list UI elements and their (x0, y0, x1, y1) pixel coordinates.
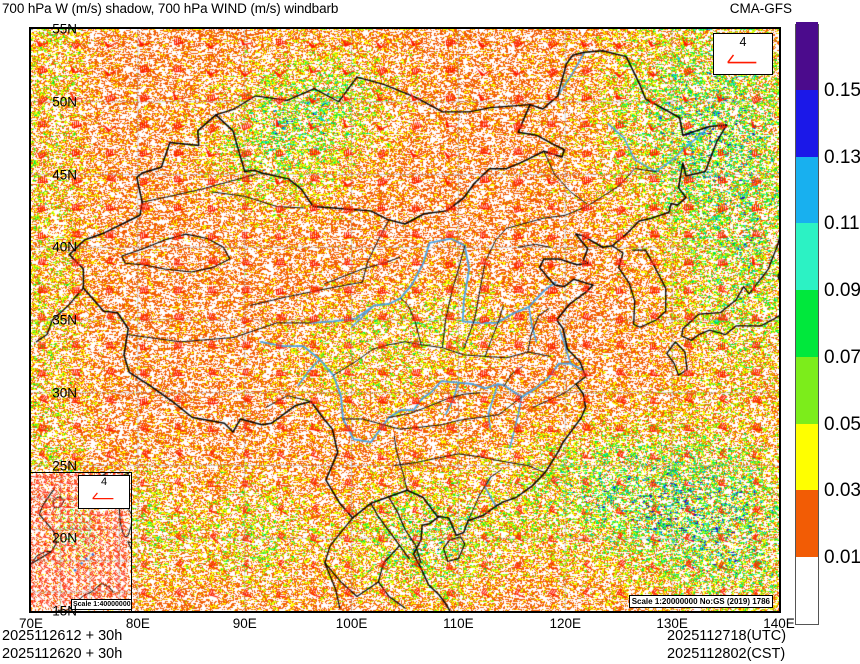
colorbar-tick-0.03: 0.03 (824, 480, 860, 502)
y-tick-55N: 55N (52, 21, 77, 37)
y-tick-25N: 25N (52, 458, 77, 473)
y-tick-35N: 35N (52, 312, 77, 328)
colorbar-tick-0.01: 0.01 (824, 547, 860, 569)
model-label: CMA-GFS (729, 1, 792, 16)
colorbar-band-4 (796, 289, 818, 357)
y-tick-20N: 20N (52, 530, 77, 546)
inset-windbarb-legend-icon (92, 492, 114, 500)
map-scale-note: Scale 1:20000000 No:GS (2019) 1786 (628, 595, 773, 608)
footer-valid-time-cst: 2025112802(CST) (667, 646, 786, 662)
colorbar-band-8 (796, 22, 818, 90)
footer-valid-time-utc: 2025112718(UTC) (667, 628, 787, 644)
inset-scale-note: Scale 1:40000000 (71, 599, 131, 610)
page-title: 700 hPa W (m/s) shadow, 700 hPa WIND (m/… (2, 1, 339, 16)
windbarb-legend-icon (727, 54, 757, 64)
colorbar-tick-0.15: 0.15 (824, 79, 860, 101)
colorbar-band-6 (796, 155, 818, 224)
y-tick-50N: 50N (52, 94, 77, 110)
colorbar[interactable] (795, 22, 819, 625)
colorbar-band-2 (796, 423, 818, 491)
colorbar-tick-0.05: 0.05 (824, 413, 860, 435)
inset-windbarb-legend: 4 (78, 475, 130, 509)
x-tick-100E: 100E (335, 616, 368, 631)
y-tick-40N: 40N (52, 239, 77, 255)
colorbar-band-0 (796, 556, 818, 624)
y-tick-45N: 45N (52, 167, 77, 182)
footer-init-time-2: 2025112620 + 30h (2, 646, 123, 662)
windbarb-legend-value: 4 (739, 35, 747, 49)
x-tick-120E: 120E (549, 616, 582, 631)
x-tick-130E: 130E (656, 616, 688, 631)
weather-map-canvas (31, 29, 779, 611)
colorbar-tick-0.09: 0.09 (824, 280, 860, 302)
y-tick-15N: 15N (52, 603, 77, 619)
footer-init-time-1: 2025112612 + 30h (2, 628, 123, 644)
colorbar-tick-0.13: 0.13 (824, 146, 860, 168)
x-tick-90E: 90E (232, 616, 257, 631)
colorbar-band-5 (796, 222, 818, 291)
colorbar-band-1 (796, 489, 818, 558)
x-tick-80E: 80E (125, 616, 150, 631)
x-tick-70E: 70E (18, 616, 44, 631)
colorbar-tick-0.11: 0.11 (824, 213, 860, 235)
inset-windbarb-legend-value: 4 (100, 476, 108, 488)
x-tick-140E: 140E (763, 616, 795, 631)
weather-map[interactable]: 4 Scale 1:20000000 No:GS (2019) 1786 (29, 27, 781, 613)
windbarb-legend: 4 (713, 33, 773, 75)
y-tick-30N: 30N (52, 385, 77, 401)
x-tick-110E: 110E (443, 616, 474, 631)
colorbar-band-3 (796, 356, 818, 424)
inset-map[interactable]: 4 Scale 1:40000000 (30, 472, 132, 612)
colorbar-tick-0.07: 0.07 (824, 346, 860, 368)
colorbar-band-7 (796, 89, 818, 157)
